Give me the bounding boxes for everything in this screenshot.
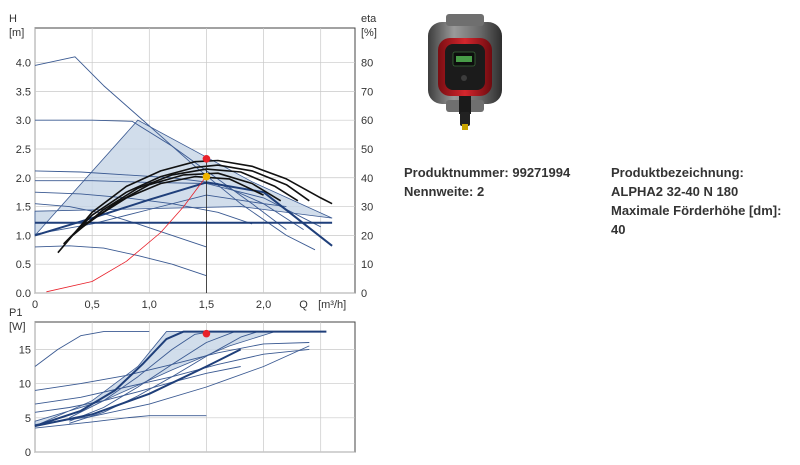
y2-tick-label: 0 <box>361 288 367 300</box>
efficiency-curve-15 <box>74 172 282 234</box>
product-number-row: Produktnummer: 99271994 <box>404 163 570 182</box>
duty-curve-9 <box>34 330 327 427</box>
operating-point <box>202 154 211 163</box>
product-number-label: Produktnummer: <box>404 165 509 180</box>
pump-curve-3 <box>35 180 321 228</box>
max-head-label: Maximale Förderhöhe [dm]: <box>611 203 782 218</box>
system-curve-11 <box>46 175 207 293</box>
nominal-size-label: Nennweite: <box>404 184 474 199</box>
pump-curve-4 <box>34 345 310 426</box>
x-tick-label: 0,5 <box>84 299 99 311</box>
y2-tick-label: 80 <box>361 58 373 70</box>
y-axis-unit: [W] <box>9 321 26 333</box>
x-tick-label: 1,5 <box>199 299 214 311</box>
efficiency-curve-16 <box>80 175 264 228</box>
nominal-size-row: Nennweite: 2 <box>404 182 570 201</box>
y-axis-title: P1 <box>9 307 22 319</box>
y2-tick-label: 50 <box>361 144 373 156</box>
operating-point <box>202 329 211 338</box>
y-tick-label: 1.5 <box>16 202 31 214</box>
product-designation-value: ALPHA2 32-40 N 180 <box>611 184 739 199</box>
nominal-size-value: 2 <box>476 184 485 199</box>
product-info-right: Produktbezeichnung: ALPHA2 32-40 N 180 M… <box>611 163 796 239</box>
efficiency-curve-13 <box>63 164 310 245</box>
pump-performance-charts: 0 0,5 1,0 1,5 2,0 0.0 0.5 1.0 1.5 2.0 2.5 3.0 3.5 4.0… <box>9 13 377 459</box>
y2-tick-label: 20 <box>361 230 373 242</box>
y-tick-label: 5 <box>25 413 31 425</box>
x-tick-label: 1,0 <box>142 299 157 311</box>
x-axis-unit: [m³/h] <box>318 299 346 311</box>
y2-tick-label: 70 <box>361 86 373 98</box>
y-tick-label: 1.0 <box>16 230 31 242</box>
power-chart: 0 5 10 15 P1 [W] <box>9 307 356 459</box>
y-tick-label: 15 <box>19 344 31 356</box>
duty-curve-10 <box>34 348 242 427</box>
duty-curve-9 <box>34 181 333 247</box>
x-axis-title: Q <box>299 299 308 311</box>
pump-curve-5 <box>34 203 207 248</box>
product-info-left: Produktnummer: 99271994 Nennweite: 2 <box>404 163 570 201</box>
pump-curve-8 <box>69 331 259 424</box>
y-axis-unit: [m] <box>9 27 24 39</box>
max-head-value: 40 <box>611 222 626 237</box>
y-tick-label: 3.5 <box>16 86 31 98</box>
y-tick-label: 10 <box>19 379 31 391</box>
x-tick-label: 0 <box>32 299 38 311</box>
y-axis-title: H <box>9 13 17 25</box>
pump-curve-0 <box>34 331 150 367</box>
pump-curve-7 <box>69 331 236 422</box>
y-tick-label: 2.0 <box>16 173 31 185</box>
pump-curve-6 <box>69 331 213 419</box>
y-tick-label: 0.0 <box>16 288 31 300</box>
y2-tick-label: 40 <box>361 173 373 185</box>
pump-product-image <box>428 14 502 130</box>
pump-curve-3 <box>34 366 241 413</box>
product-number-value: 99271994 <box>512 165 571 180</box>
y2-tick-label: 60 <box>361 115 373 127</box>
y-tick-label: 0.5 <box>16 259 31 271</box>
y-tick-label: 3.0 <box>16 115 31 127</box>
y2-tick-label: 10 <box>361 259 373 271</box>
y-tick-label: 4.0 <box>16 58 31 70</box>
y-tick-label: 2.5 <box>16 144 31 156</box>
head-chart: 0 0,5 1,0 1,5 2,0 0.0 0.5 1.0 1.5 2.0 2.5 3.0 3.5 4.0… <box>9 13 377 311</box>
y2-axis-unit: [%] <box>361 27 377 39</box>
pump-curve-4 <box>34 191 253 225</box>
x-tick-label: 2,0 <box>256 299 271 311</box>
pump-curve-1 <box>35 119 287 230</box>
efficiency-curve-14 <box>68 168 299 239</box>
efficiency-point <box>202 172 211 181</box>
y2-tick-label: 30 <box>361 202 373 214</box>
product-designation-label: Produktbezeichnung: <box>611 165 744 180</box>
y-tick-label: 0 <box>25 447 31 459</box>
pump-curve-5 <box>34 415 207 429</box>
y2-axis-title: eta <box>361 13 377 25</box>
